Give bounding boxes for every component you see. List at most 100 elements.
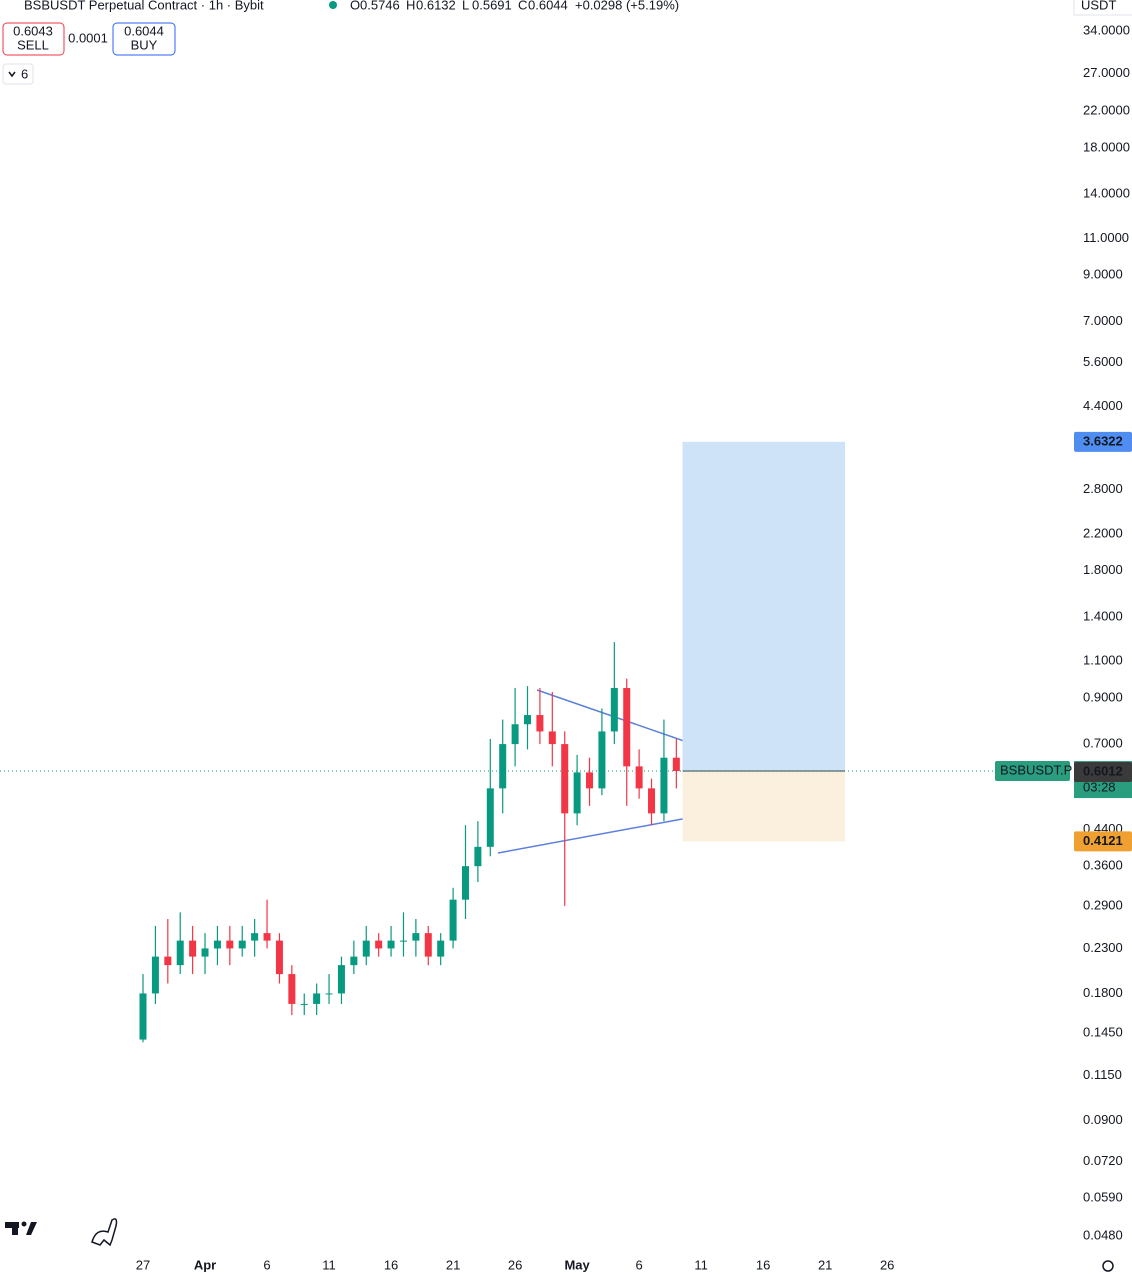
candle-body <box>474 846 482 867</box>
y-tick-label: 0.2900 <box>1083 897 1123 912</box>
y-tick-label: 0.9000 <box>1083 689 1123 704</box>
candle-body <box>263 933 271 941</box>
candle-body <box>399 940 407 942</box>
legend-label: O <box>350 0 360 12</box>
target-price-bg <box>1074 431 1132 452</box>
trendline-lower <box>497 814 705 854</box>
replay-icon[interactable] <box>91 1218 118 1247</box>
x-tick-label: 11 <box>322 1257 336 1272</box>
candle-body <box>139 993 147 1040</box>
candle-body <box>424 933 432 957</box>
y-tick-label: 0.0720 <box>1083 1153 1123 1168</box>
x-tick-label: 6 <box>263 1257 270 1272</box>
y-tick-label: 0.0900 <box>1083 1112 1123 1127</box>
candle-body <box>275 940 283 975</box>
y-tick-label: 22.0000 <box>1083 103 1130 118</box>
y-tick-label: 34.0000 <box>1083 23 1130 38</box>
candle-body <box>189 940 197 957</box>
candle-body <box>325 993 333 995</box>
candle-body <box>598 731 606 789</box>
candle-body <box>313 993 321 1004</box>
status-dot <box>329 1 337 9</box>
candle-body <box>573 772 581 814</box>
sell-price: 0.6043 <box>13 23 53 38</box>
candle-body <box>610 688 618 732</box>
candle-body <box>586 772 594 789</box>
buy-label: BUY <box>131 37 158 52</box>
legend-label: L <box>462 0 469 12</box>
sell-label: SELL <box>17 37 49 52</box>
x-tick-label: May <box>564 1257 590 1272</box>
candle-body <box>337 965 345 994</box>
y-tick-label: 14.0000 <box>1083 186 1130 201</box>
currency-box[interactable] <box>1073 0 1132 16</box>
candle-body <box>511 724 519 745</box>
y-tick-label: 7.0000 <box>1083 313 1123 328</box>
legend-label: H <box>406 0 415 12</box>
y-tick-label: 0.1150 <box>1083 1067 1122 1082</box>
y-tick-label: 5.6000 <box>1083 354 1123 369</box>
countdown: 03:28 <box>1083 779 1116 794</box>
spread: 0.0001 <box>68 30 108 45</box>
symbol-tag-bg <box>995 761 1070 782</box>
legend-value: 0.5691 <box>472 0 512 12</box>
legend-value: 0.5746 <box>360 0 400 12</box>
buy-button[interactable] <box>112 22 176 56</box>
candle-body <box>151 956 159 994</box>
candle-body <box>437 940 445 957</box>
y-tick-label: 9.0000 <box>1083 267 1123 282</box>
legend-value: 0.6044 <box>528 0 568 12</box>
candle-body <box>412 933 420 941</box>
y-tick-label: 1.8000 <box>1083 562 1123 577</box>
legend-label: C <box>518 0 527 12</box>
candle-body <box>387 940 395 949</box>
candle-body <box>164 956 172 966</box>
candle-body <box>300 1003 308 1005</box>
candle-body <box>623 688 631 767</box>
x-tick-label: 26 <box>880 1257 894 1272</box>
candle-body <box>213 940 221 949</box>
y-tick-label: 11.0000 <box>1083 230 1129 245</box>
legend-change: +0.0298 (+5.19%) <box>575 0 679 12</box>
candle-body <box>561 744 569 814</box>
x-tick-label: 21 <box>446 1257 460 1272</box>
chart-title: BSBUSDT Perpetual Contract · 1h · Bybit <box>24 0 264 12</box>
other-price: 0.6012 <box>1083 763 1123 778</box>
candle-body <box>449 899 457 941</box>
other-price-bg <box>1074 762 1132 783</box>
y-tick-label: 0.0590 <box>1083 1190 1123 1205</box>
candle-body <box>648 788 656 814</box>
y-tick-label: 0.0480 <box>1083 1228 1123 1243</box>
y-tick-label: 0.1800 <box>1083 985 1123 1000</box>
candle-body <box>548 731 556 745</box>
x-tick-label: 16 <box>384 1257 398 1272</box>
buy-price: 0.6044 <box>124 23 164 38</box>
candle-body <box>201 948 209 957</box>
indicator-count: 6 <box>21 66 28 81</box>
tradingview-logo <box>5 1221 37 1235</box>
x-tick-label: 21 <box>818 1257 832 1272</box>
candle-body <box>251 933 259 941</box>
candle-body <box>635 766 643 789</box>
candle-body <box>226 940 234 949</box>
x-tick-label: 11 <box>694 1257 708 1272</box>
indicators-toggle[interactable] <box>2 63 34 85</box>
symbol-tag: BSBUSDT.P <box>1000 762 1072 777</box>
candle-body <box>660 757 668 814</box>
settings-icon[interactable] <box>1102 1260 1114 1272</box>
y-tick-label: 4.4000 <box>1083 398 1123 413</box>
y-tick-label: 1.4000 <box>1083 608 1123 623</box>
sell-button[interactable] <box>2 22 65 56</box>
legend-value: 0.6132 <box>416 0 456 12</box>
candle-body <box>350 956 358 966</box>
x-tick-label: 6 <box>636 1257 643 1272</box>
target-price: 3.6322 <box>1083 433 1123 448</box>
loss-zone <box>682 771 846 842</box>
candle-body <box>176 940 184 966</box>
candle-body <box>375 940 383 949</box>
profit-zone <box>682 441 846 772</box>
candle-body <box>672 757 680 772</box>
stop-price: 0.4121 <box>1083 833 1123 848</box>
y-tick-label: 27.0000 <box>1083 65 1130 80</box>
